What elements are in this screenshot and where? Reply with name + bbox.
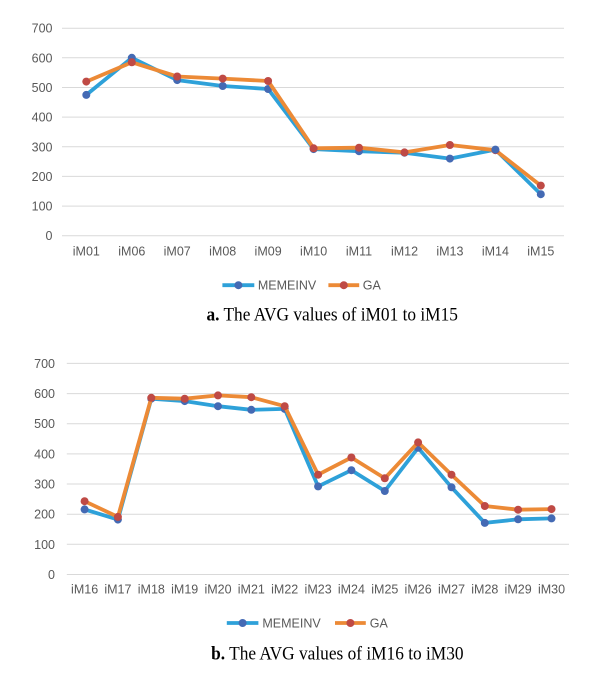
svg-text:iM25: iM25	[371, 583, 398, 597]
svg-text:iM11: iM11	[346, 245, 372, 259]
svg-text:iM12: iM12	[391, 245, 418, 259]
svg-text:iM09: iM09	[255, 245, 282, 259]
svg-text:iM26: iM26	[405, 583, 432, 597]
svg-text:a. The AVG values of iM01 to i: a. The AVG values of iM01 to iM15	[206, 304, 457, 325]
svg-text:400: 400	[32, 111, 53, 125]
svg-text:iM28: iM28	[471, 583, 498, 597]
svg-text:iM21: iM21	[238, 583, 265, 597]
svg-text:iM23: iM23	[305, 583, 332, 597]
svg-text:MEMEINV: MEMEINV	[258, 279, 317, 293]
svg-text:200: 200	[34, 508, 55, 522]
svg-text:iM01: iM01	[73, 245, 100, 259]
svg-text:iM30: iM30	[538, 583, 565, 597]
svg-text:iM16: iM16	[71, 583, 98, 597]
svg-text:GA: GA	[370, 617, 389, 631]
svg-text:iM06: iM06	[118, 245, 145, 259]
svg-text:iM17: iM17	[104, 583, 131, 597]
svg-text:600: 600	[34, 387, 55, 401]
svg-text:0: 0	[46, 229, 53, 243]
svg-text:iM14: iM14	[482, 245, 509, 259]
svg-text:400: 400	[34, 447, 55, 461]
svg-text:200: 200	[32, 170, 53, 184]
svg-text:500: 500	[34, 417, 55, 431]
svg-text:700: 700	[32, 22, 53, 36]
svg-text:iM19: iM19	[171, 583, 198, 597]
svg-text:iM13: iM13	[436, 245, 463, 259]
svg-text:0: 0	[48, 568, 55, 582]
svg-text:GA: GA	[363, 279, 382, 293]
svg-text:600: 600	[32, 51, 53, 65]
svg-text:iM20: iM20	[204, 583, 231, 597]
svg-text:100: 100	[34, 538, 55, 552]
svg-text:iM29: iM29	[505, 583, 532, 597]
svg-text:100: 100	[32, 200, 53, 214]
svg-text:iM27: iM27	[438, 583, 465, 597]
svg-text:700: 700	[34, 357, 55, 371]
svg-text:iM07: iM07	[164, 245, 191, 259]
svg-text:iM15: iM15	[527, 245, 554, 259]
svg-text:iM10: iM10	[300, 245, 327, 259]
svg-text:b. The AVG values of iM16 to i: b. The AVG values of iM16 to iM30	[211, 643, 463, 664]
svg-text:MEMEINV: MEMEINV	[262, 617, 321, 631]
svg-text:iM18: iM18	[138, 583, 165, 597]
svg-text:iM22: iM22	[271, 583, 298, 597]
svg-text:300: 300	[34, 478, 55, 492]
svg-text:iM24: iM24	[338, 583, 365, 597]
svg-text:500: 500	[32, 81, 53, 95]
svg-text:300: 300	[32, 140, 53, 154]
svg-text:iM08: iM08	[209, 245, 236, 259]
